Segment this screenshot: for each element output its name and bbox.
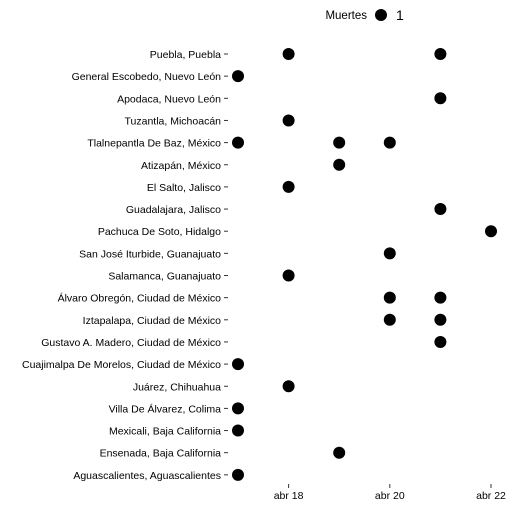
data-point bbox=[434, 48, 447, 60]
data-point bbox=[282, 48, 295, 60]
y-tick-label: Guadalajara, Jalisco bbox=[126, 204, 221, 216]
y-tick-label: San José Iturbide, Guanajuato bbox=[79, 248, 221, 260]
legend-key bbox=[375, 9, 387, 21]
data-point bbox=[282, 269, 295, 282]
data-point bbox=[232, 468, 244, 481]
y-tick-label: General Escobedo, Nuevo León bbox=[72, 71, 222, 83]
data-point bbox=[232, 136, 244, 149]
data-point bbox=[282, 380, 295, 393]
y-tick-label: Salamanca, Guanajuato bbox=[108, 271, 221, 283]
y-tick-label: Juárez, Chihuahua bbox=[133, 381, 221, 393]
y-tick-label: Tlalnepantla De Baz, México bbox=[87, 138, 221, 150]
y-axis: Puebla, Puebla General Escobedo, Nuevo Le… bbox=[22, 49, 228, 482]
y-tick-label: Tuzantla, Michoacán bbox=[125, 115, 222, 127]
data-point bbox=[333, 446, 346, 459]
data-point bbox=[232, 402, 244, 415]
data-point bbox=[232, 70, 244, 83]
legend-entry-label: 1 bbox=[396, 7, 404, 23]
data-point bbox=[333, 136, 346, 149]
data-point bbox=[232, 358, 244, 371]
data-point bbox=[282, 180, 295, 193]
x-tick-label: abr 18 bbox=[274, 490, 304, 502]
data-point bbox=[383, 291, 396, 304]
x-tick-label: abr 20 bbox=[375, 490, 405, 502]
y-tick-label: Aguascalientes, Aguascalientes bbox=[73, 470, 221, 482]
x-tick-label: abr 22 bbox=[476, 490, 506, 502]
x-axis: abr 18 abr 20 abr 22 bbox=[274, 484, 506, 502]
legend-title: Muertes bbox=[325, 10, 367, 22]
y-tick-label: Gustavo A. Madero, Ciudad de México bbox=[41, 337, 221, 349]
data-point bbox=[282, 114, 295, 127]
y-tick-label: Álvaro Obregón, Ciudad de México bbox=[58, 292, 222, 305]
data-point bbox=[383, 136, 396, 149]
data-point bbox=[485, 225, 497, 238]
y-tick-label: Pachuca De Soto, Hidalgo bbox=[98, 226, 221, 238]
y-tick-label: Villa De Álvarez, Colima bbox=[109, 402, 222, 415]
data-point bbox=[333, 158, 346, 171]
data-point bbox=[383, 247, 396, 260]
y-tick-label: Atizapán, México bbox=[141, 160, 221, 172]
y-tick-label: Cuajimalpa De Morelos, Ciudad de México bbox=[22, 359, 221, 371]
data-points bbox=[232, 48, 497, 481]
y-tick-label: Apodaca, Nuevo León bbox=[117, 93, 221, 105]
data-point bbox=[232, 424, 244, 437]
data-point bbox=[434, 313, 447, 326]
data-point bbox=[434, 335, 447, 348]
y-tick-label: El Salto, Jalisco bbox=[147, 182, 221, 194]
y-tick-label: Mexicali, Baja California bbox=[109, 426, 221, 438]
y-tick-label: Iztapalapa, Ciudad de México bbox=[83, 315, 221, 327]
data-point bbox=[383, 313, 396, 326]
data-point bbox=[434, 203, 447, 216]
y-tick-label: Ensenada, Baja California bbox=[100, 448, 222, 460]
y-tick-label: Puebla, Puebla bbox=[150, 49, 221, 61]
data-point bbox=[434, 291, 447, 304]
legend: Muertes 1 bbox=[325, 7, 404, 23]
data-point bbox=[434, 92, 447, 105]
